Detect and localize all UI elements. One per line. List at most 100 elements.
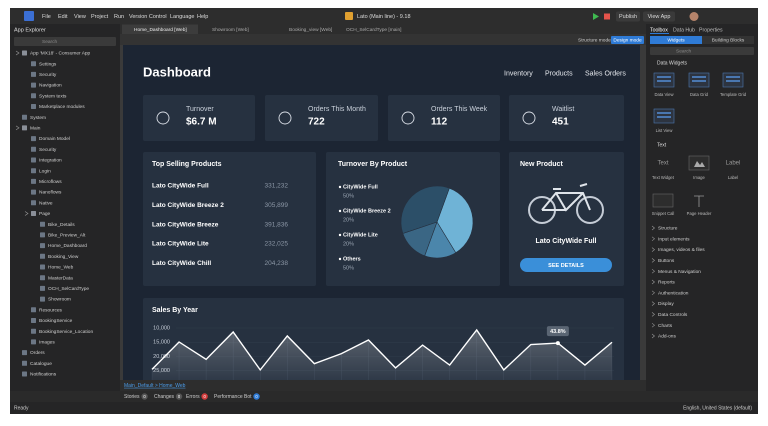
status-badge bbox=[141, 393, 148, 400]
subtab-inactive[interactable] bbox=[702, 36, 754, 44]
toolbox-tab[interactable]: Properties bbox=[699, 27, 723, 33]
status-tab[interactable]: Performance Bot bbox=[214, 394, 252, 400]
tree-item[interactable]: Security bbox=[39, 147, 57, 153]
status-badge bbox=[253, 393, 260, 400]
tree-item[interactable]: Bike_Details bbox=[48, 222, 75, 228]
status-tab[interactable]: Errors bbox=[186, 394, 200, 400]
stop-button[interactable] bbox=[604, 13, 610, 20]
toolbox-section[interactable]: Authentication bbox=[658, 290, 689, 296]
tree-icon bbox=[40, 221, 45, 227]
tree-item[interactable]: OCH_SelCardType bbox=[48, 286, 89, 292]
tree-icon bbox=[31, 211, 36, 216]
tree-item[interactable]: Resources bbox=[39, 307, 63, 313]
menu-item[interactable]: Project bbox=[91, 14, 109, 20]
tree-item[interactable]: Settings bbox=[39, 61, 57, 67]
toolbox-section[interactable]: Menus & Navigation bbox=[658, 269, 701, 275]
toolbox-section[interactable]: Images, videos & files bbox=[658, 247, 705, 253]
status-tab[interactable]: Stories bbox=[124, 394, 140, 400]
widget-caption[interactable]: Image bbox=[693, 175, 705, 180]
editor-tab[interactable] bbox=[122, 24, 198, 35]
tree-item[interactable]: Booking_View bbox=[48, 254, 79, 260]
toolbox-section[interactable]: Reports bbox=[658, 280, 675, 286]
tree-item[interactable]: Home_Dashboard bbox=[48, 243, 87, 249]
menu-item[interactable]: Language bbox=[170, 14, 194, 20]
image-preview[interactable] bbox=[688, 155, 710, 171]
breadcrumb[interactable]: Main_Default > Home_Web bbox=[124, 383, 186, 389]
menu-item[interactable]: Run bbox=[114, 14, 124, 20]
tree-item[interactable]: Nanoflows bbox=[39, 190, 62, 196]
tree-item[interactable]: Notifications bbox=[30, 372, 57, 378]
tree-item[interactable]: App 'MX18' - Consumer App bbox=[30, 51, 91, 57]
menu-item[interactable]: File bbox=[42, 14, 51, 20]
menu-item[interactable]: View bbox=[74, 14, 86, 20]
tree-item[interactable]: Main bbox=[30, 125, 41, 131]
tree-item[interactable]: BookingService_Location bbox=[39, 329, 93, 335]
tree-icon bbox=[31, 82, 36, 88]
toolbox-section[interactable]: Charts bbox=[658, 323, 673, 329]
tree-item[interactable]: Catalogue bbox=[30, 361, 52, 367]
see-details-button[interactable] bbox=[520, 258, 612, 272]
tree-icon bbox=[31, 61, 36, 67]
toolbox-section[interactable]: Structure bbox=[658, 226, 678, 232]
toolbox-section[interactable]: Add-ons bbox=[658, 334, 676, 340]
app-logo bbox=[24, 11, 34, 21]
widget-caption[interactable]: Label bbox=[728, 175, 738, 180]
tree-item[interactable]: Showroom bbox=[48, 297, 71, 303]
tree-item[interactable]: Orders bbox=[30, 350, 45, 356]
nav-link[interactable]: Inventory bbox=[504, 70, 533, 77]
toolbox-tab[interactable]: Toolbox bbox=[650, 27, 668, 33]
breadcrumb-bar bbox=[120, 380, 646, 391]
tree-item[interactable]: Home_Web bbox=[48, 265, 74, 271]
view-app-button[interactable] bbox=[643, 11, 675, 22]
status-tab[interactable]: Changes bbox=[154, 394, 175, 400]
run-button[interactable] bbox=[593, 13, 599, 20]
product-name: Lato CityWide Full bbox=[152, 183, 209, 190]
tree-item[interactable]: Images bbox=[39, 339, 55, 345]
widget-caption[interactable]: Page Header bbox=[687, 211, 712, 216]
tree-item[interactable]: Page bbox=[39, 211, 51, 217]
toolbox-section[interactable]: Input elements bbox=[658, 236, 690, 242]
bike-wheel bbox=[576, 196, 604, 224]
section-title: Data Widgets bbox=[657, 60, 688, 66]
toolbox-section[interactable]: Display bbox=[658, 301, 674, 307]
widget-caption[interactable]: Snippet Call bbox=[652, 211, 675, 216]
product-name: Lato CityWide Chill bbox=[152, 260, 211, 267]
menu-item[interactable]: Version Control bbox=[129, 14, 167, 20]
tree-item[interactable]: Login bbox=[39, 168, 51, 174]
tree-item[interactable]: Domain Model bbox=[39, 136, 70, 142]
design-mode-bg[interactable] bbox=[611, 36, 644, 44]
publish-button[interactable] bbox=[616, 11, 640, 22]
editor-tab[interactable] bbox=[277, 24, 332, 35]
legend-label: CityWide Full bbox=[343, 184, 378, 190]
tree-icon bbox=[31, 178, 36, 184]
tree-item[interactable]: System bbox=[30, 115, 46, 121]
user-avatar[interactable] bbox=[689, 12, 699, 21]
widget-caption: Data Grid bbox=[690, 92, 709, 97]
structure-mode[interactable]: Structure mode bbox=[578, 37, 611, 43]
subtab-active[interactable] bbox=[650, 36, 702, 44]
tree-item[interactable]: BookingService bbox=[39, 318, 73, 324]
editor-tab-label: Booking_view [Web] bbox=[289, 27, 332, 33]
toolbox-tab[interactable]: Data Hub bbox=[673, 27, 695, 33]
tree-item[interactable]: MasterData bbox=[48, 275, 73, 281]
explorer-search[interactable] bbox=[14, 37, 116, 46]
editor-tab[interactable] bbox=[334, 24, 414, 35]
toolbox-section[interactable]: Buttons bbox=[658, 258, 675, 264]
tree-item[interactable]: Native bbox=[39, 200, 53, 206]
menu-item[interactable]: Edit bbox=[58, 14, 68, 20]
toolbox-search[interactable] bbox=[650, 47, 754, 55]
nav-link[interactable]: Sales Orders bbox=[585, 70, 626, 77]
tree-item[interactable]: Security bbox=[39, 72, 57, 78]
tree-item[interactable]: System texts bbox=[39, 93, 67, 99]
tree-item[interactable]: Integration bbox=[39, 158, 62, 164]
tree-item[interactable]: Marketplace modules bbox=[39, 104, 85, 110]
widget-caption[interactable]: Text Widget bbox=[652, 175, 675, 180]
tree-item[interactable]: Navigation bbox=[39, 83, 62, 89]
toolbox-section[interactable]: Data Controls bbox=[658, 312, 688, 318]
menu-item[interactable]: Help bbox=[197, 14, 208, 20]
nav-link[interactable]: Products bbox=[545, 70, 573, 77]
tree-item[interactable]: Bike_Preview_Alt bbox=[48, 232, 86, 238]
tree-item[interactable]: Microflows bbox=[39, 179, 62, 185]
editor-tab[interactable] bbox=[200, 24, 275, 35]
